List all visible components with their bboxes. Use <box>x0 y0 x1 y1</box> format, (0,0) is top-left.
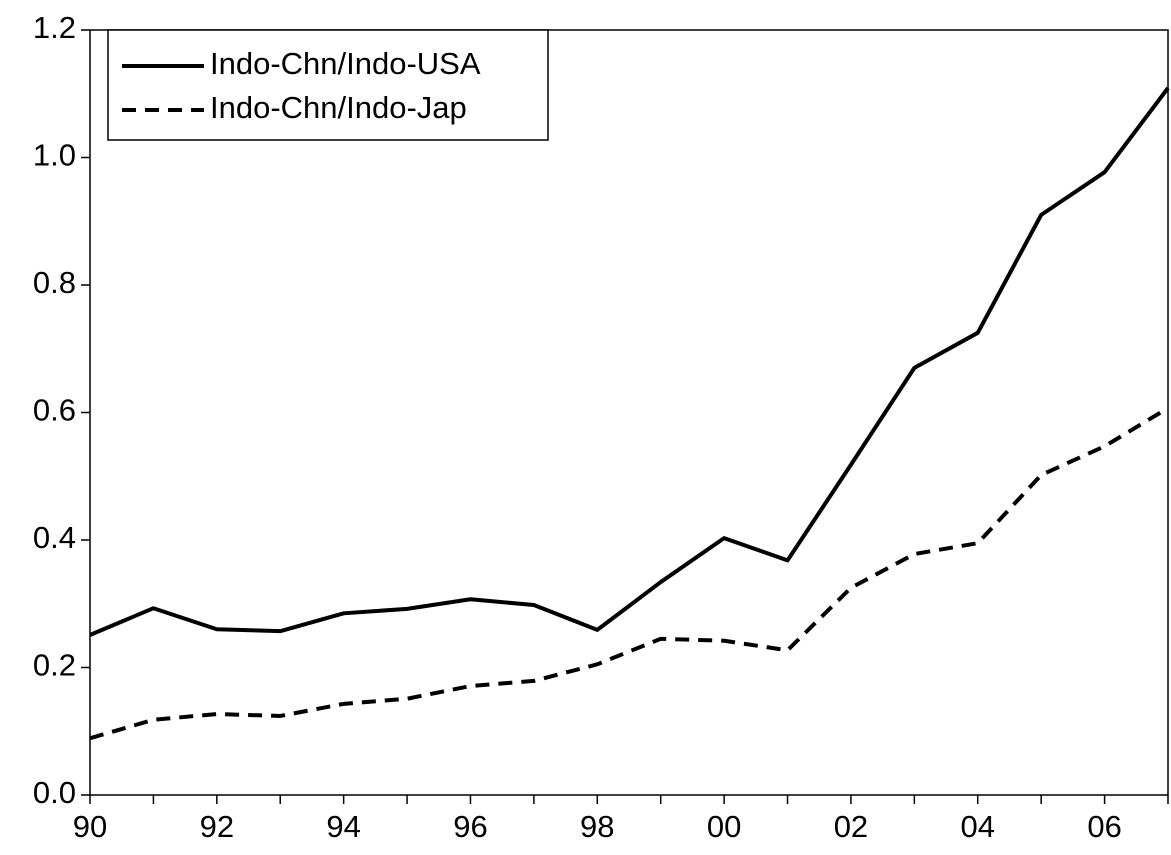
x-tick-label: 06 <box>1087 809 1121 844</box>
x-tick-label: 02 <box>834 809 868 844</box>
series-line <box>89 406 1170 741</box>
y-tick-label: 0.2 <box>33 648 76 683</box>
y-tick-label: 0.4 <box>33 520 76 555</box>
y-tick-label: 0.8 <box>33 265 76 300</box>
y-tick-label: 0.0 <box>33 775 76 810</box>
x-tick-label: 90 <box>73 809 107 844</box>
x-tick-label: 04 <box>961 809 995 844</box>
y-tick-label: 1.0 <box>33 138 76 173</box>
x-tick-label: 98 <box>580 809 614 844</box>
y-tick-label: 0.6 <box>33 393 76 428</box>
series-line <box>89 86 1170 637</box>
x-tick-label: 92 <box>200 809 234 844</box>
x-tick-label: 96 <box>453 809 487 844</box>
x-tick-label: 94 <box>326 809 360 844</box>
legend-label: Indo-Chn/Indo-Jap <box>210 90 467 125</box>
plot-frame <box>89 29 1169 796</box>
legend-box <box>107 29 549 141</box>
legend-label: Indo-Chn/Indo-USA <box>210 46 481 81</box>
y-tick-label: 1.2 <box>33 10 76 45</box>
x-tick-label: 00 <box>707 809 741 844</box>
